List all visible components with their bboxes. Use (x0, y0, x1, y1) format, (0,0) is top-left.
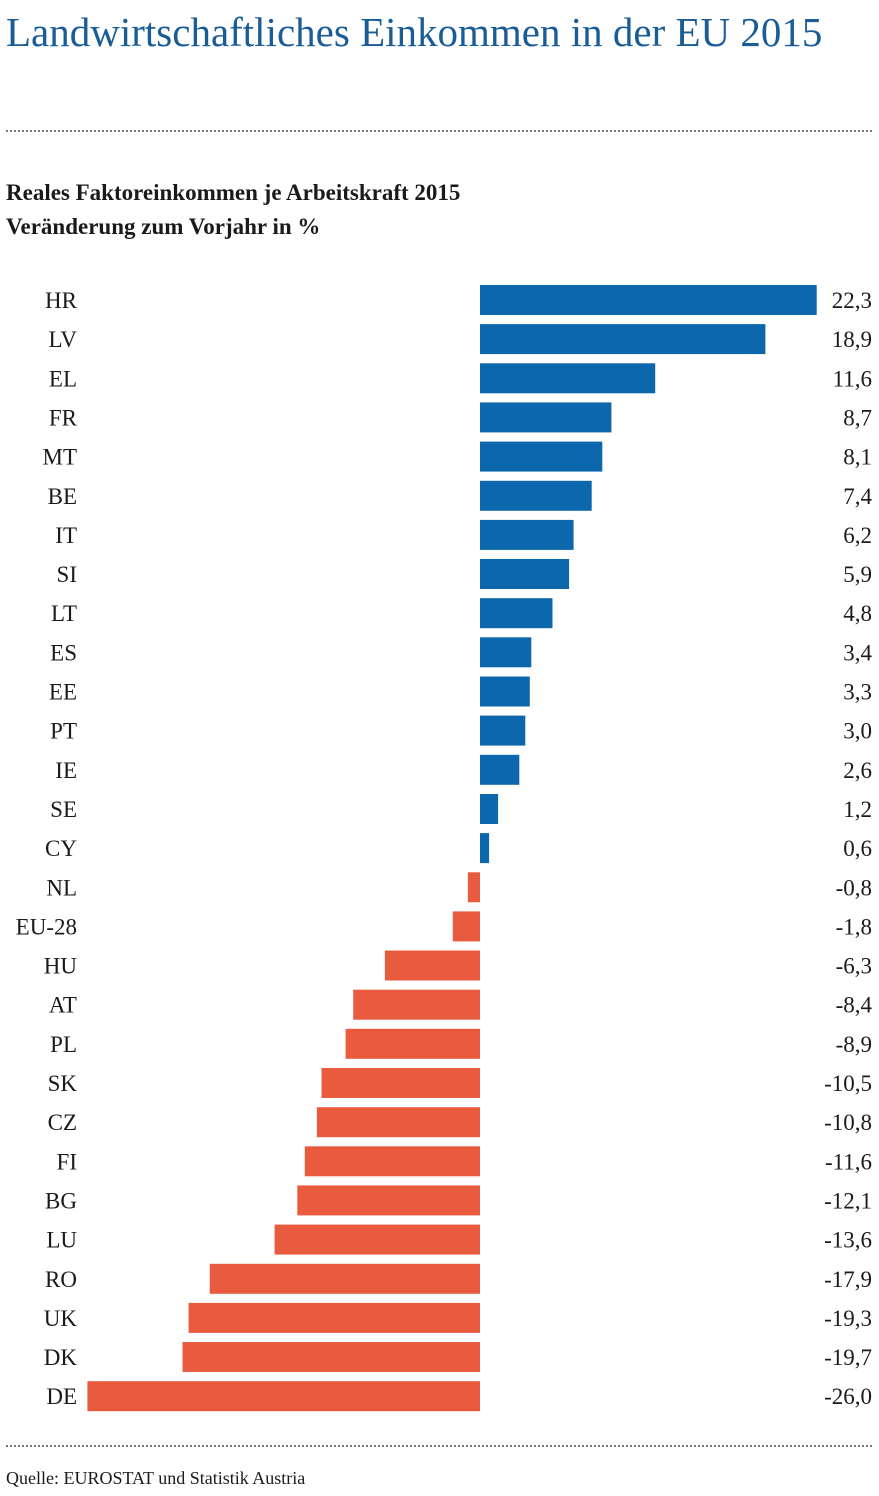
bar-it (480, 519, 574, 550)
bar-ee (480, 676, 530, 707)
value-label-lu: -13,6 (824, 1228, 872, 1253)
value-label-uk: -19,3 (824, 1306, 872, 1331)
value-label-hr: 22,3 (832, 288, 872, 313)
bar-lv (480, 324, 766, 355)
category-label-eu-28: EU-28 (16, 914, 77, 939)
category-label-uk: UK (44, 1306, 78, 1331)
chart-title: Reales Faktoreinkommen je Arbeitskraft 2… (6, 180, 461, 205)
value-label-be: 7,4 (843, 484, 872, 509)
bar-ro (209, 1263, 480, 1294)
category-label-si: SI (57, 562, 77, 587)
category-label-bg: BG (45, 1188, 77, 1213)
value-label-cy: 0,6 (843, 836, 872, 861)
category-label-lt: LT (51, 601, 77, 626)
bottom-dotted-divider (6, 1445, 872, 1447)
bar-bg (297, 1185, 480, 1216)
value-label-eu-28: -1,8 (836, 914, 872, 939)
category-label-de: DE (46, 1384, 77, 1409)
bar-lu (274, 1224, 480, 1255)
value-label-ro: -17,9 (824, 1267, 872, 1292)
category-label-hu: HU (44, 954, 78, 979)
category-label-cz: CZ (48, 1110, 77, 1135)
value-label-pt: 3,0 (843, 719, 872, 744)
bar-dk (182, 1342, 480, 1372)
bar-si (480, 559, 570, 589)
bar-pt (480, 715, 526, 746)
category-label-nl: NL (46, 875, 77, 900)
category-label-pt: PT (50, 719, 77, 744)
value-label-dk: -19,7 (824, 1345, 872, 1370)
value-label-hu: -6,3 (836, 954, 872, 979)
page-title: Landwirtschaftliches Einkommen in der EU… (6, 9, 823, 55)
category-label-ie: IE (55, 758, 77, 783)
value-label-de: -26,0 (824, 1384, 872, 1409)
bar-pl (345, 1028, 480, 1059)
value-label-cz: -10,8 (824, 1110, 872, 1135)
bar-be (480, 480, 592, 511)
category-label-ee: EE (49, 680, 77, 705)
bar-hu (384, 950, 480, 981)
source-note: Quelle: EUROSTAT und Statistik Austria (6, 1468, 306, 1488)
value-label-el: 11,6 (833, 366, 872, 391)
value-label-bg: -12,1 (824, 1188, 872, 1213)
value-label-es: 3,4 (843, 640, 872, 665)
category-label-fi: FI (57, 1149, 77, 1174)
value-label-ee: 3,3 (843, 680, 872, 705)
category-label-sk: SK (48, 1071, 78, 1096)
value-label-it: 6,2 (843, 523, 872, 548)
category-label-mt: MT (43, 445, 78, 470)
bar-cz (316, 1107, 480, 1138)
category-label-be: BE (48, 484, 77, 509)
category-label-dk: DK (44, 1345, 78, 1370)
category-label-es: ES (50, 640, 77, 665)
bar-eu-28 (452, 911, 480, 942)
bar-ie (480, 754, 520, 785)
value-label-lv: 18,9 (832, 327, 872, 352)
value-label-lt: 4,8 (843, 601, 872, 626)
bar-cy (480, 833, 490, 864)
category-label-lu: LU (46, 1228, 77, 1253)
value-label-at: -8,4 (836, 993, 873, 1018)
category-label-pl: PL (50, 1032, 77, 1057)
chart-subtitle: Veränderung zum Vorjahr in % (6, 214, 321, 239)
value-label-fi: -11,6 (825, 1149, 872, 1174)
value-label-si: 5,9 (843, 562, 872, 587)
bar-nl (467, 872, 480, 903)
bar-at (353, 989, 480, 1020)
value-label-nl: -0,8 (836, 875, 872, 900)
chart-heading: Reales Faktoreinkommen je Arbeitskraft 2… (6, 176, 460, 244)
value-label-ie: 2,6 (843, 758, 872, 783)
bar-es (480, 637, 532, 668)
bar-se (480, 794, 499, 824)
value-label-pl: -8,9 (836, 1032, 872, 1057)
category-label-se: SE (50, 797, 77, 822)
value-label-sk: -10,5 (824, 1071, 872, 1096)
bar-fr (480, 402, 612, 433)
bar-hr (480, 285, 817, 315)
category-label-lv: LV (48, 327, 77, 352)
category-label-at: AT (49, 993, 77, 1018)
bar-fi (304, 1146, 480, 1177)
category-label-el: EL (49, 366, 77, 391)
bar-lt (480, 598, 553, 629)
value-label-mt: 8,1 (843, 445, 872, 470)
category-label-fr: FR (49, 405, 78, 430)
bar-mt (480, 441, 603, 472)
category-label-hr: HR (45, 288, 78, 313)
category-label-ro: RO (45, 1267, 77, 1292)
value-label-fr: 8,7 (843, 405, 872, 430)
value-label-se: 1,2 (843, 797, 872, 822)
bar-sk (321, 1068, 480, 1098)
category-label-cy: CY (45, 836, 77, 861)
top-dotted-divider (6, 130, 872, 132)
bar-el (480, 363, 656, 394)
bar-de (87, 1381, 481, 1412)
category-label-it: IT (55, 523, 77, 548)
bar-uk (188, 1302, 480, 1333)
